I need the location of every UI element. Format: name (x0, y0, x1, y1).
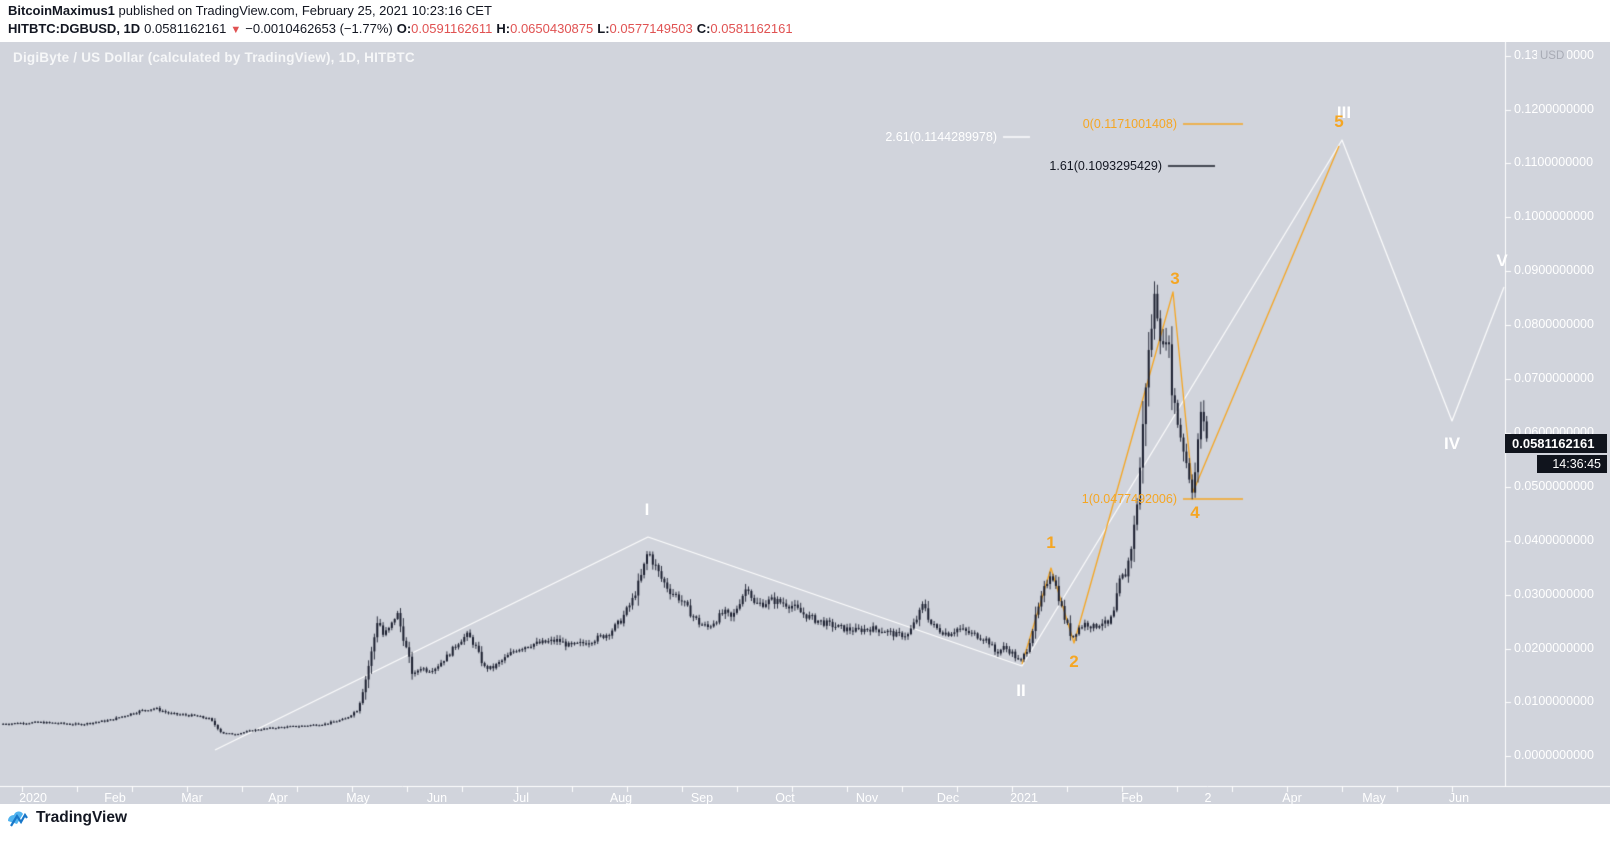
price-axis-label: 0.0400000000 (1514, 533, 1594, 547)
price-axis-label: 0.1100000000 (1514, 155, 1594, 169)
impulse-wave-label-2: 2 (1069, 652, 1079, 671)
fib-level-label: 2.61(0.1144289978) (885, 130, 997, 144)
time-axis-label: Nov (855, 791, 879, 805)
time-axis-label: Oct (775, 791, 795, 805)
time-axis-label: Sep (690, 791, 714, 805)
time-axis-label: Jul (513, 791, 529, 805)
author-name: BitcoinMaximus1 (8, 3, 115, 18)
time-axis-label: Dec (936, 791, 960, 805)
price-change: −0.0010462653 (−1.77%) (245, 21, 393, 36)
price-axis-label: 0.1000000000 (1514, 209, 1594, 223)
time-axis-label: 2 (1204, 791, 1212, 805)
low-label: L: (597, 21, 610, 36)
price-axis-label: 0.0900000000 (1514, 263, 1594, 277)
symbol-name: HITBTC:DGBUSD, 1D (8, 21, 141, 36)
time-axis-label: May (346, 791, 370, 805)
impulse-wave-label-4: 4 (1190, 503, 1200, 522)
price-axis-label: 0.1200000000 (1514, 102, 1594, 116)
last-price: 0.0581162161 (144, 21, 227, 36)
published-line: BitcoinMaximus1 published on TradingView… (8, 2, 797, 20)
open-value: 0.0591162611 (411, 21, 493, 36)
price-axis-label: 0.0800000000 (1514, 317, 1594, 331)
fib-level-label: 0(0.1171001408) (1082, 117, 1177, 131)
fib-level-label: 1(0.0477492006) (1081, 492, 1177, 506)
fib-level-label: 1.61(0.1093295429) (1049, 159, 1162, 173)
down-arrow-icon: ▼ (230, 24, 242, 36)
low-value: 0.0577149503 (609, 21, 693, 36)
time-axis-label: Aug (609, 791, 633, 805)
impulse-wave-label-3: 3 (1170, 269, 1180, 288)
close-value: 0.0581162161 (710, 21, 793, 36)
price-axis-label: 0.0200000000 (1514, 641, 1594, 655)
time-axis-label: 2020 (19, 791, 47, 805)
tradingview-logo-icon (8, 811, 28, 827)
elliott-wave-label-v: V (1496, 251, 1508, 270)
currency-label: USD (1537, 50, 1568, 62)
price-axis-label: 0.0500000000 (1514, 479, 1594, 493)
tradingview-logo[interactable]: TradingView (7, 808, 127, 828)
time-axis-label: 2021 (1010, 791, 1038, 805)
elliott-wave-label-i: I (644, 500, 650, 519)
impulse-wave-label-1: 1 (1046, 533, 1056, 552)
bar-close-countdown: 14:36:45 (1537, 455, 1607, 473)
price-axis-label: 0.0300000000 (1514, 587, 1594, 601)
candlestick-chart-canvas[interactable] (0, 42, 1610, 808)
time-axis-label: Mar (181, 791, 203, 805)
chart-title: DigiByte / US Dollar (calculated by Trad… (13, 50, 415, 65)
price-axis-label: 0.0100000000 (1514, 694, 1594, 708)
price-axis-label: 0.0700000000 (1514, 371, 1594, 385)
impulse-wave-label-5: 5 (1334, 112, 1344, 131)
elliott-wave-label-iv: IV (1443, 434, 1461, 453)
published-info: published on TradingView.com, February 2… (114, 3, 492, 18)
open-label: O: (396, 21, 412, 36)
ohlc-bar: HITBTC:DGBUSD, 1D 0.0581162161 ▼ −0.0010462… (8, 20, 797, 39)
time-axis-label: Feb (1121, 791, 1143, 805)
price-axis-label: 0.0000000000 (1514, 748, 1594, 762)
time-axis-label: May (1362, 791, 1386, 805)
time-axis-label: Jun (1448, 791, 1470, 805)
time-axis-label: Apr (268, 791, 288, 805)
tradingview-logo-text: TradingView (36, 809, 128, 826)
elliott-wave-label-ii: II (1016, 681, 1026, 700)
high-label: H: (496, 21, 511, 36)
time-axis-label: Jun (426, 791, 448, 805)
time-axis-label: Feb (104, 791, 126, 805)
snapshot-header: BitcoinMaximus1 published on TradingView… (8, 2, 797, 39)
snapshot-footer: TradingView (0, 804, 1610, 852)
high-value: 0.0650430875 (510, 21, 594, 36)
elliott-wave-label-iii: III (1336, 103, 1352, 122)
current-price-label: 0.0581162161 (1505, 434, 1607, 453)
close-label: C: (696, 21, 711, 36)
time-axis-label: Apr (1282, 791, 1302, 805)
